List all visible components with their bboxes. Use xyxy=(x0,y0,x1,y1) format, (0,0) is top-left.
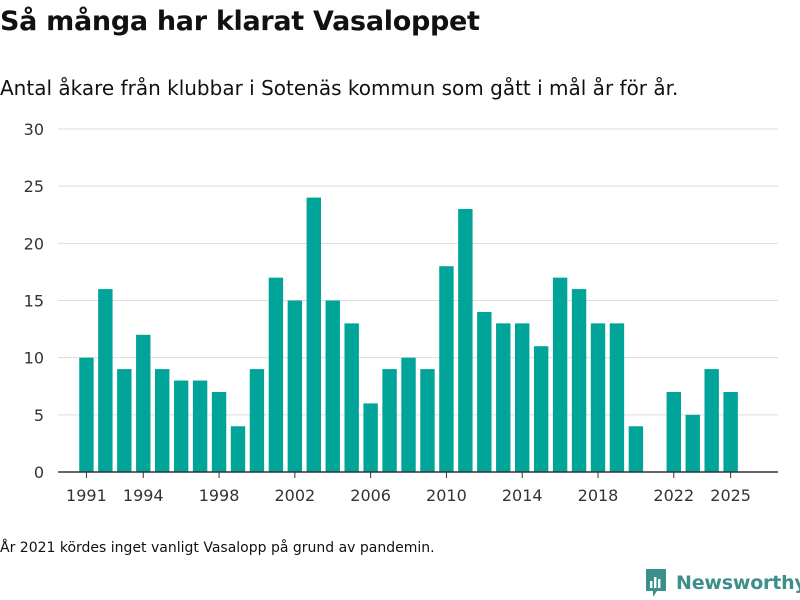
bar-2003 xyxy=(306,197,321,472)
brand-name: Newsworthy xyxy=(676,572,800,594)
chart-title: Så många har klarat Vasaloppet xyxy=(0,6,480,37)
x-tick-label: 2006 xyxy=(350,486,391,505)
bar-2002 xyxy=(287,300,303,472)
bar-2025 xyxy=(723,391,738,472)
bar-2008 xyxy=(401,357,416,472)
bar-2015 xyxy=(533,346,549,472)
x-tick-label: 2022 xyxy=(653,486,694,505)
y-tick-label: 5 xyxy=(34,406,44,425)
bar-2013 xyxy=(496,323,511,472)
bar-2020 xyxy=(628,426,644,472)
y-tick-label: 10 xyxy=(24,349,44,368)
bar-2000 xyxy=(249,369,265,472)
bar-1997 xyxy=(192,380,208,472)
brand-logo: Newsworthy xyxy=(644,566,800,600)
bar-2001 xyxy=(268,277,284,472)
x-tick-label: 2014 xyxy=(502,486,543,505)
bar-2012 xyxy=(477,311,492,472)
chart-subtitle: Antal åkare från klubbar i Sotenäs kommu… xyxy=(0,76,679,100)
bar-2022 xyxy=(666,391,681,472)
x-tick-label: 2025 xyxy=(710,486,751,505)
x-axis xyxy=(58,471,778,478)
x-tick-label: 2010 xyxy=(426,486,467,505)
x-tick-label: 1991 xyxy=(66,486,107,505)
bar-2009 xyxy=(420,369,435,472)
gridlines xyxy=(58,128,778,416)
y-tick-label: 15 xyxy=(24,292,44,311)
y-tick-label: 20 xyxy=(24,234,44,253)
bar-1993 xyxy=(117,369,132,472)
x-tick-label: 2018 xyxy=(578,486,619,505)
bar-1996 xyxy=(173,380,189,472)
bar-2019 xyxy=(609,323,625,472)
bar-2023 xyxy=(685,414,700,472)
bar-2005 xyxy=(344,323,359,472)
bar-2007 xyxy=(382,369,397,472)
bar-2017 xyxy=(571,289,587,472)
newsworthy-chart-icon xyxy=(646,569,666,597)
y-tick-label: 30 xyxy=(24,120,44,139)
bar-2016 xyxy=(552,277,568,472)
x-tick-label: 2002 xyxy=(274,486,315,505)
x-tick-label: 1998 xyxy=(199,486,240,505)
bars xyxy=(79,197,738,472)
x-axis-tick-labels: 1991 1994 1998 2002 2006 2010 2014 2018 2022 2025 xyxy=(66,486,751,505)
bar-1995 xyxy=(155,369,170,472)
bar-1999 xyxy=(230,426,246,472)
footnote: År 2021 kördes inget vanligt Vasalopp på… xyxy=(0,540,435,556)
bar-2011 xyxy=(458,209,473,472)
x-tick-label: 1994 xyxy=(123,486,164,505)
bar-2004 xyxy=(325,300,340,472)
y-tick-label: 0 xyxy=(34,463,44,482)
y-tick-label: 25 xyxy=(24,177,44,196)
bar-2010 xyxy=(439,266,454,472)
bar-1991 xyxy=(79,357,94,472)
bar-2024 xyxy=(704,369,719,472)
bar-1998 xyxy=(211,391,227,472)
bar-1992 xyxy=(98,289,113,472)
bar-1994 xyxy=(136,334,151,472)
bar-2014 xyxy=(515,323,530,472)
bar-2018 xyxy=(590,323,606,472)
bar-2006 xyxy=(363,403,378,472)
y-axis-tick-labels: 0 5 10 15 20 25 30 xyxy=(24,120,44,482)
